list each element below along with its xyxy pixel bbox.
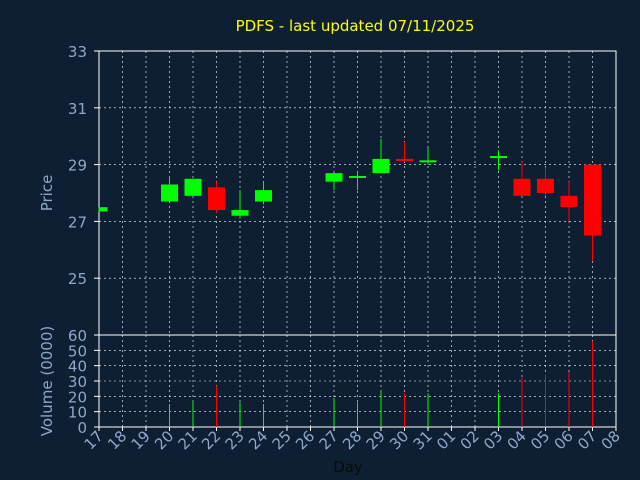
x-tick-label: 01 [433,427,459,453]
x-tick-label: 27 [316,427,342,453]
volume-tick-label: 60 [68,327,87,345]
candle [349,173,366,191]
x-tick-label: 07 [574,427,600,453]
x-tick-label: 05 [527,427,553,453]
price-tick-label: 33 [68,43,87,61]
x-tick-label: 04 [504,427,530,453]
x-tick-label: 26 [292,427,318,453]
candle-body [490,156,507,159]
candle [584,164,601,262]
candle-body [255,190,272,202]
candle-body [349,175,366,178]
x-tick-label: 28 [339,427,365,453]
candle-body [584,164,601,236]
candle-body [161,184,178,202]
x-tick-label: 22 [198,427,224,453]
volume-tick-label: 40 [68,358,87,376]
candle [396,141,413,162]
candle [419,147,437,165]
x-tick-label: 31 [410,427,436,453]
chart-title: PDFS - last updated 07/11/2025 [236,17,475,35]
volume-panel: 0102030405060171819202122232425262728293… [68,327,624,453]
volume-tick-label: 50 [68,342,87,360]
candle-body [396,158,413,161]
x-tick-label: 30 [386,427,412,453]
volume-tick-label: 30 [68,373,87,391]
volume-tick-label: 20 [68,388,87,406]
x-tick-label: 18 [104,427,130,453]
price-tick-label: 31 [68,100,87,118]
candle [98,207,108,212]
x-tick-label: 08 [598,427,624,453]
x-tick-label: 24 [245,427,271,453]
x-tick-label: 03 [480,427,506,453]
candle-body [419,160,437,163]
price-panel: 25 27 29 31 33 [68,43,617,336]
candle-body [231,210,249,216]
candle [372,139,390,174]
candle-body [372,158,390,174]
candle-body [560,195,578,208]
x-tick-label: 20 [151,427,177,453]
x-tick-label: 02 [457,427,483,453]
candle [560,181,578,222]
candle-body [537,178,554,193]
candle [161,175,178,202]
candle-body [99,207,108,212]
x-tick-label: 29 [363,427,389,453]
price-tick-label: 25 [68,270,87,288]
x-axis-label: Day [333,458,363,476]
candle [537,167,554,196]
candle-body [184,178,202,196]
volume-axis-label: Volume (0000) [38,326,56,436]
price-tick-label: 29 [68,157,87,175]
x-tick-label: 21 [175,427,201,453]
volume-tick-label: 0 [77,419,87,437]
x-tick-label: 19 [128,427,154,453]
candle-body [325,173,343,182]
candle [184,178,202,196]
candle [513,161,531,196]
candle-body [513,178,531,196]
candle [231,190,249,219]
candle-body [208,187,225,211]
candle [325,173,343,191]
volume-tick-label: 10 [68,404,87,422]
candle [208,181,225,213]
price-axis-label: Price [38,175,56,212]
x-tick-label: 06 [551,427,577,453]
x-tick-label: 23 [222,427,248,453]
candle [490,150,507,171]
candle [255,181,272,205]
x-tick-label: 25 [269,427,295,453]
price-tick-label: 27 [68,213,87,231]
